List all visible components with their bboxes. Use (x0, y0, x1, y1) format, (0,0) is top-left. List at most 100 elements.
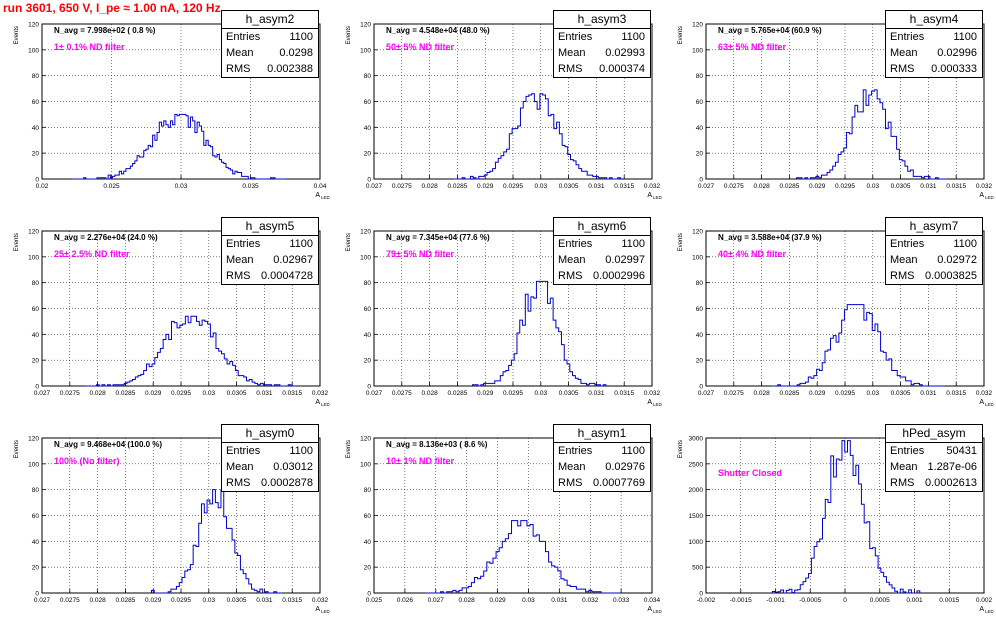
x-tick-label: 0.032 (976, 183, 993, 190)
y-tick-label: 100 (692, 47, 703, 54)
x-axis-label: A (979, 192, 984, 199)
x-tick-label: 0.027 (366, 390, 383, 397)
y-axis-label: Events (346, 440, 352, 458)
stats-row-rms: RMS 0.0002878 (222, 475, 318, 491)
histogram-svg: 0.027 0.0275 0.028 0.0285 0.029 0.0295 0.03 0.0… (678, 22, 995, 201)
stats-value: 0.02967 (273, 254, 313, 266)
stats-label: Entries (890, 31, 925, 43)
stats-label: Entries (226, 31, 261, 43)
x-tick-label: 0.029 (477, 183, 494, 190)
y-tick-label: 100 (28, 254, 39, 261)
x-tick-label: 0.0285 (779, 183, 799, 190)
x-axis-label: A (647, 399, 652, 406)
x-tick-label: 0.031 (588, 183, 605, 190)
x-tick-label: 0.0295 (171, 390, 191, 397)
x-tick-label: 0.03 (175, 183, 188, 190)
x-tick-label: 0.028 (89, 390, 106, 397)
stats-row-rms: RMS 0.000374 (554, 61, 650, 77)
stats-label: Mean (890, 47, 918, 59)
x-tick-label: 0.029 (809, 390, 826, 397)
histogram-panel-h_asym0: 0.027 0.0275 0.028 0.0285 0.029 0.0295 0.03 0.0… (0, 414, 332, 621)
y-axis-label: Events (678, 440, 684, 458)
x-tick-label: 0.0275 (392, 183, 412, 190)
stats-label: Mean (226, 47, 254, 59)
x-tick-label: 0.0015 (939, 597, 959, 604)
stats-label: RMS (890, 270, 915, 282)
stats-value: 1100 (289, 445, 313, 457)
stats-value: 0.02972 (937, 254, 977, 266)
x-axis-label: A (315, 192, 320, 199)
stats-box: h_asym5 Entries 1100 Mean 0.02967 RMS 0.000472… (221, 217, 319, 285)
x-tick-label: 0.0295 (835, 390, 855, 397)
stats-label: Entries (558, 445, 593, 457)
x-tick-label: 0.0295 (171, 597, 191, 604)
stats-label: Entries (226, 445, 261, 457)
stats-row-mean: Mean 0.02993 (554, 45, 650, 61)
stats-row-rms: RMS 0.0004728 (222, 268, 318, 284)
y-tick-label: 40 (364, 539, 372, 546)
histogram-line (472, 280, 607, 387)
x-tick-label: 0.0295 (835, 183, 855, 190)
y-tick-label: 40 (364, 125, 372, 132)
x-tick-label: 0.0275 (724, 390, 744, 397)
stats-value: 1100 (953, 238, 977, 250)
x-tick-label: 0.027 (34, 597, 51, 604)
x-tick-label: 0.0315 (946, 390, 966, 397)
x-tick-label: 0.0315 (614, 390, 634, 397)
filter-annotation: 63± 5% ND filter (718, 42, 786, 52)
y-tick-label: 60 (696, 99, 704, 106)
filter-annotation: Shutter Closed (718, 468, 783, 478)
histogram-name: h_asym1 (554, 425, 650, 443)
stats-value: 0.0002613 (925, 477, 977, 489)
y-axis-label: Events (14, 233, 20, 251)
stats-row-rms: RMS 0.002388 (222, 61, 318, 77)
y-tick-label: 20 (696, 151, 704, 158)
y-tick-label: 0 (699, 177, 703, 184)
filter-annotation: 1± 0.1% ND filter (54, 42, 125, 52)
histogram-panel-h_asym5: 0.027 0.0275 0.028 0.0285 0.029 0.0295 0.03 0.0… (0, 207, 332, 414)
histogram-panel-h_asym3: 0.027 0.0275 0.028 0.0285 0.029 0.0295 0.03 0.0… (332, 0, 664, 207)
stats-label: Mean (890, 461, 918, 473)
x-tick-label: 0.029 (809, 183, 826, 190)
stats-row-mean: Mean 0.02972 (886, 252, 982, 268)
navg-annotation: N_avg = 2.276e+04 (24.0 %) (54, 233, 158, 242)
x-tick-label: 0.0315 (946, 183, 966, 190)
x-axis-label: A (979, 399, 984, 406)
x-tick-label: 0.029 (145, 390, 162, 397)
x-tick-label: 0.0295 (503, 183, 523, 190)
histogram-name: h_asym2 (222, 11, 318, 29)
y-tick-label: 80 (364, 487, 372, 494)
y-tick-label: 60 (32, 513, 40, 520)
histogram-name: h_asym0 (222, 425, 318, 443)
stats-value: 50431 (946, 445, 977, 457)
stats-row-rms: RMS 0.0007769 (554, 475, 650, 491)
histogram-line (85, 315, 297, 387)
y-tick-label: 0 (699, 591, 703, 598)
filter-annotation: 50± 5% ND filter (386, 42, 454, 52)
y-tick-label: 0 (367, 591, 371, 598)
x-axis-label-subscript: LED (985, 609, 995, 614)
x-tick-label: 0.031 (588, 390, 605, 397)
y-tick-label: 120 (360, 22, 371, 29)
stats-row-mean: Mean 0.02996 (886, 45, 982, 61)
stats-value: 0.03012 (273, 461, 313, 473)
x-tick-label: 0.0285 (115, 597, 135, 604)
stats-label: RMS (558, 270, 583, 282)
stats-row-mean: Mean 0.02967 (222, 252, 318, 268)
stats-label: Mean (558, 47, 586, 59)
x-tick-label: -0.0015 (730, 597, 752, 604)
y-tick-label: 60 (364, 99, 372, 106)
x-tick-label: 0.03 (202, 390, 215, 397)
x-axis-label-subscript: LED (321, 609, 331, 614)
x-tick-label: 0.0275 (724, 183, 744, 190)
navg-annotation: N_avg = 3.588e+04 (37.9 %) (718, 233, 822, 242)
y-tick-label: 120 (692, 22, 703, 29)
y-axis-label: Events (14, 440, 20, 458)
x-tick-label: 0.028 (89, 597, 106, 604)
x-axis-label-subscript: LED (321, 195, 331, 200)
y-tick-label: 20 (32, 151, 40, 158)
y-tick-label: 40 (696, 125, 704, 132)
stats-value: 0.0298 (279, 47, 313, 59)
filter-annotation: 79± 5% ND filter (386, 249, 454, 259)
